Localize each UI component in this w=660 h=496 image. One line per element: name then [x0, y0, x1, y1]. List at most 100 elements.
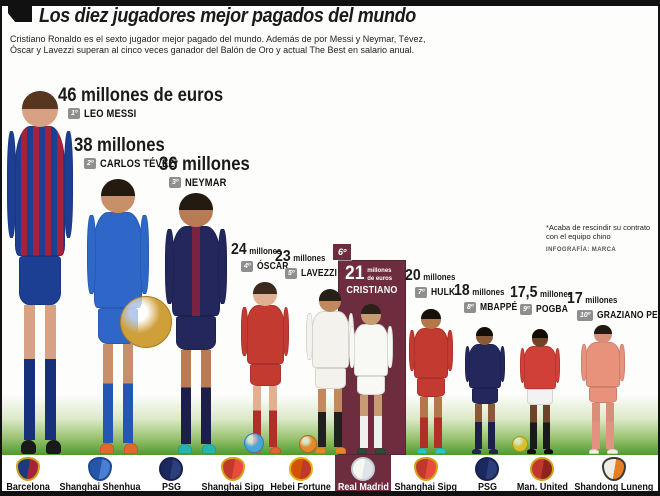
leg-left: [318, 389, 327, 448]
player-name: ÓSCAR: [257, 260, 290, 272]
cristiano-amount-suffix: millones de euros: [367, 264, 392, 282]
club-name: Hebei Fortune: [270, 482, 332, 493]
amount-suffix: millones: [540, 289, 573, 299]
salary-label-pogba: 17,5 millones 9º POGBA: [510, 284, 581, 315]
rank-badge: 5º: [285, 267, 298, 279]
amount-number: 46: [58, 85, 77, 106]
shorts: [314, 367, 346, 390]
player-name: GRAZIANO PELLÉ: [597, 309, 659, 321]
page-title: Los diez jugadores mejor pagados del mun…: [39, 5, 416, 27]
arm-left: [580, 344, 587, 381]
boot-right: [201, 443, 216, 454]
ball-2: [299, 435, 317, 453]
jersey: [14, 125, 66, 257]
player-name-row: 9º POGBA: [520, 303, 581, 315]
jersey-center-stripe: [191, 225, 201, 317]
arm-left: [464, 345, 471, 382]
salary-label--scar: 24 millones 4º ÓSCAR: [231, 241, 295, 272]
club-cell-shanghai-shenhua: Shanghai Shenhua: [55, 455, 145, 493]
amount-suffix: millones: [423, 272, 456, 282]
player-name-row: 5º LAVEZZI: [285, 267, 344, 279]
club-cell-shanghai-sipg: Shanghai Sipg: [391, 455, 460, 491]
shorts: [18, 256, 62, 306]
player-figure-mbapp-: [464, 327, 506, 454]
club-logo-icon: [475, 457, 500, 481]
leg-left: [592, 403, 600, 449]
stage: *Acaba de rescindir su contrato con el e…: [2, 2, 658, 491]
club-cell-psg: PSG: [461, 455, 514, 491]
salary-amount: 20 millones: [405, 267, 456, 285]
club-cell-barcelona: Barcelona: [2, 455, 55, 493]
leg-left: [24, 305, 35, 440]
rank-badge: 9º: [520, 303, 533, 315]
club-logo-icon: [602, 457, 627, 481]
hair: [101, 179, 135, 197]
player-name: MBAPPÉ: [480, 301, 518, 313]
club-name: Man. United: [516, 482, 568, 493]
ball-0: [120, 296, 172, 348]
leg-right: [200, 350, 212, 444]
arm-right: [387, 326, 394, 369]
boot-right: [123, 443, 138, 454]
shorts: [356, 375, 386, 395]
boot-left: [315, 447, 327, 454]
salary-amount: 23 millones: [275, 248, 336, 266]
salary-label-mbapp-: 18 millones 8º MBAPPÉ: [454, 282, 524, 313]
hair: [253, 282, 277, 294]
salary-label-carlos-t-vez-: 38 millones 2º CARLOS TÉVEZ*: [74, 136, 192, 170]
rank-badge: 2º: [84, 158, 97, 170]
jersey: [469, 344, 501, 388]
salary-label-neymar: 36 millones 3º NEYMAR: [159, 155, 262, 189]
boot-right: [46, 439, 62, 454]
player-name: LEO MESSI: [84, 107, 137, 120]
cristiano-amount: 21 millones de euros: [345, 264, 401, 283]
player-name-row: 3º NEYMAR: [169, 177, 262, 189]
footnote: *Acaba de rescindir su contrato con el e…: [546, 223, 658, 255]
arm-right: [499, 345, 506, 382]
hair: [360, 304, 382, 315]
arm-right: [63, 130, 73, 238]
leg-left: [475, 404, 482, 449]
club-name: Shandong Luneng: [574, 482, 654, 493]
club-cell-real-madrid: Real Madrid: [334, 455, 392, 491]
rank-badge: 3º: [169, 177, 182, 189]
rank-badge: 10º: [577, 309, 594, 321]
amount-number: 23: [275, 248, 291, 265]
club-logo-icon: [288, 457, 313, 481]
club-cell-hebei-fortune: Hebei Fortune: [267, 455, 334, 493]
hair: [22, 91, 58, 110]
jersey: [94, 211, 142, 308]
club-logo-icon: [87, 457, 112, 481]
amount-suffix: millones: [293, 253, 326, 263]
player-name-row: 2º CARLOS TÉVEZ*: [84, 158, 192, 170]
arm-right: [447, 330, 454, 372]
amount-number: 38: [74, 135, 93, 156]
player-name: CARLOS TÉVEZ*: [100, 157, 179, 170]
club-name: Barcelona: [6, 482, 51, 493]
rank-badge: 8º: [464, 301, 477, 313]
jersey: [585, 342, 620, 387]
amount-suffix: millones: [182, 154, 250, 175]
club-name: Shanghai Shenhua: [59, 482, 141, 493]
player-figure-hulk: [408, 309, 454, 454]
amount-number: 17,5: [510, 284, 538, 301]
salary-label-lavezzi: 23 millones 5º LAVEZZI: [275, 248, 344, 279]
intro-line-1: Cristiano Ronaldo es el sexto jugador me…: [10, 34, 426, 44]
arm-right: [554, 347, 561, 383]
player-name: LAVEZZI: [301, 267, 338, 279]
amount-suffix: millones: [249, 246, 282, 256]
boot-right: [607, 448, 618, 454]
shorts: [588, 386, 618, 404]
arm-left: [241, 307, 248, 356]
arm-left: [408, 330, 415, 372]
boot-right: [544, 449, 554, 454]
player-name-row: 8º MBAPPÉ: [464, 301, 524, 313]
arm-left: [7, 130, 17, 238]
salary-label-hulk: 20 millones 7º HULK: [405, 267, 462, 298]
shorts: [526, 388, 553, 405]
club-logo-icon: [159, 457, 184, 481]
amount-suffix: millones: [472, 287, 505, 297]
salary-amount: 36 millones: [159, 155, 250, 175]
